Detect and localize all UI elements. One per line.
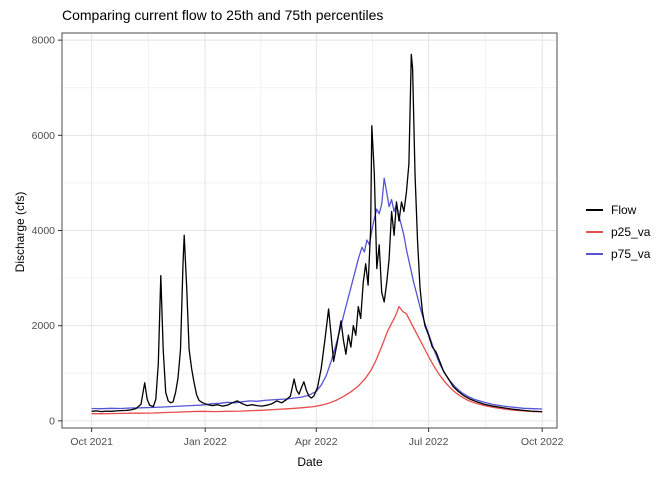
- legend-label-flow: Flow: [611, 203, 637, 217]
- x-axis-title: Date: [297, 455, 323, 469]
- legend-item-p25: p25_va: [586, 225, 650, 239]
- legend-label-p75: p75_va: [611, 247, 651, 261]
- y-tick-label: 4000: [32, 225, 56, 237]
- legend-line-swatch-flow: [586, 209, 603, 211]
- legend-line-swatch-p75: [586, 253, 603, 255]
- legend-line-swatch-p25: [586, 231, 603, 233]
- x-tick-label: Oct 2021: [70, 436, 113, 448]
- series-lines: [91, 53, 543, 415]
- chart-title: Comparing current flow to 25th and 75th …: [62, 7, 384, 23]
- series-line-Flow: [91, 53, 543, 413]
- x-tick-label: Apr 2022: [295, 436, 338, 448]
- legend-item-p75: p75_va: [586, 247, 650, 261]
- legend-item-flow: Flow: [586, 203, 650, 217]
- y-tick-label: 2000: [32, 320, 56, 332]
- x-tick-label: Oct 2022: [521, 436, 564, 448]
- x-tick-label: Jan 2022: [184, 436, 227, 448]
- series-line-p25_va: [91, 305, 543, 415]
- y-tick-label: 8000: [32, 35, 56, 47]
- y-tick-label: 0: [49, 415, 55, 427]
- legend-label-p25: p25_va: [611, 225, 651, 239]
- y-tick-label: 6000: [32, 130, 56, 142]
- legend: Flow p25_va p75_va: [586, 203, 650, 261]
- axis-ticks: Oct 2021 Jan 2022 Apr 2022 Jul 2022 Oct 2022…: [32, 35, 564, 448]
- x-tick-label: Jul 2022: [409, 436, 449, 448]
- major-gridlines: [62, 33, 557, 428]
